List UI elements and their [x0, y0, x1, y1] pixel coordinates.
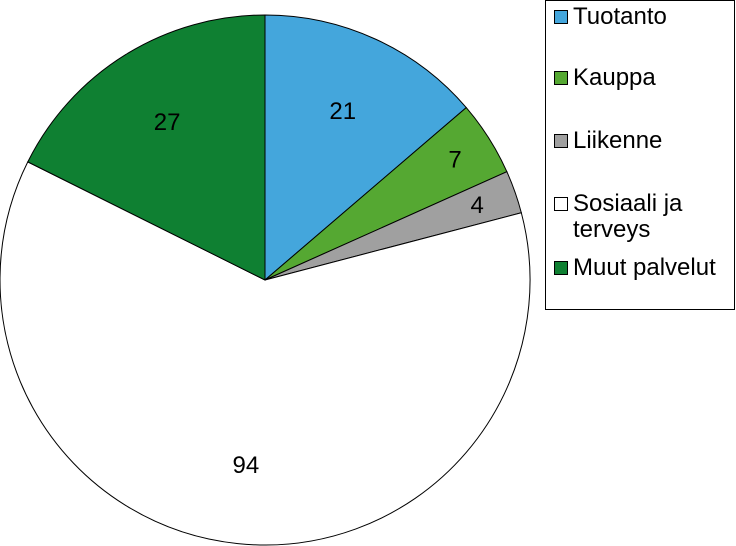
legend-swatch-muut-palvelut — [554, 261, 568, 275]
legend-label-liikenne: Liikenne — [573, 127, 663, 154]
pie-data-labels: 21 74 94 27 — [154, 98, 484, 479]
legend-swatch-kauppa — [554, 71, 568, 85]
legend-swatch-sosiaali-ja-terveys — [554, 197, 568, 211]
data-label-kauppa: 7 — [448, 147, 461, 174]
pie-slice-muut-palvelut — [27, 14, 266, 281]
data-label-sosiaali-ja-terveys: 94 — [233, 452, 260, 479]
legend-label-sosiaali-ja-terveys: Sosiaali ja terveys — [573, 190, 683, 243]
legend-swatch-tuotanto — [554, 10, 568, 24]
legend-item-liikenne: Liikenne — [554, 128, 733, 154]
pie-slices — [0, 14, 531, 546]
legend-swatch-liikenne — [554, 134, 568, 148]
legend-label-kauppa: Kauppa — [573, 64, 656, 91]
legend-item-tuotanto: Tuotanto — [554, 4, 733, 30]
data-label-tuotanto: 21 — [329, 98, 356, 125]
legend-item-sosiaali-ja-terveys: Sosiaali ja terveys — [554, 191, 733, 243]
chart-legend: Tuotanto Kauppa Liikenne Sosiaali ja ter… — [545, 0, 735, 310]
pie-slice-tuotanto — [264, 14, 467, 282]
data-label-liikenne: 4 — [471, 192, 484, 219]
legend-label-muut-palvelut: Muut palvelut — [573, 254, 716, 281]
data-label-muut-palvelut: 27 — [154, 109, 181, 136]
pie-slice-sosiaali-ja-terveys — [0, 161, 531, 546]
legend-item-kauppa: Kauppa — [554, 65, 733, 91]
legend-label-tuotanto: Tuotanto — [573, 3, 667, 30]
legend-item-muut-palvelut: Muut palvelut — [554, 255, 733, 281]
